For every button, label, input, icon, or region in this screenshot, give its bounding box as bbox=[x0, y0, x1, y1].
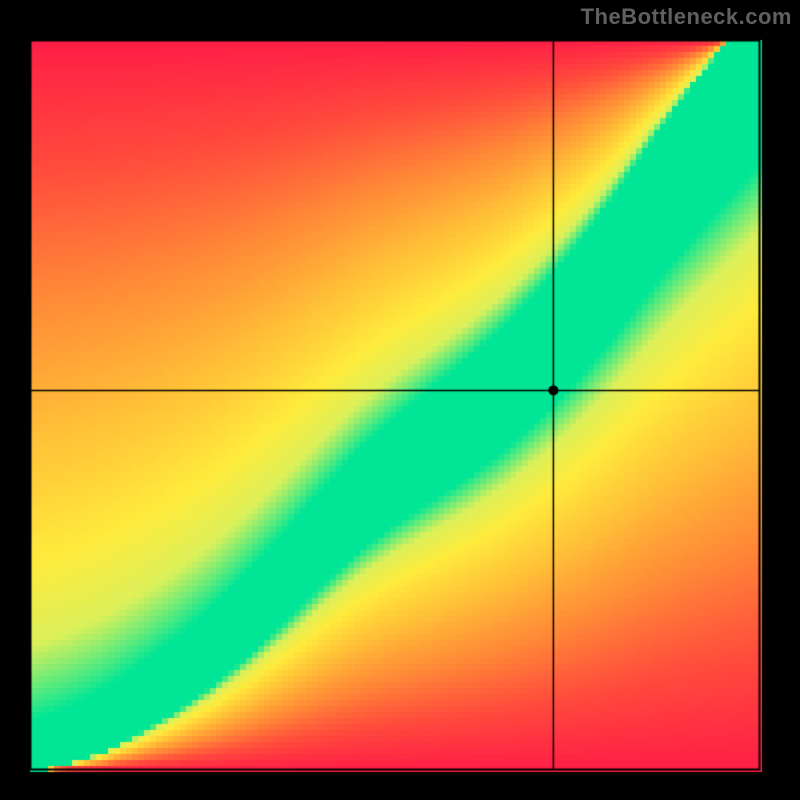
source-watermark: TheBottleneck.com bbox=[581, 4, 792, 30]
heatmap-canvas bbox=[0, 0, 800, 800]
